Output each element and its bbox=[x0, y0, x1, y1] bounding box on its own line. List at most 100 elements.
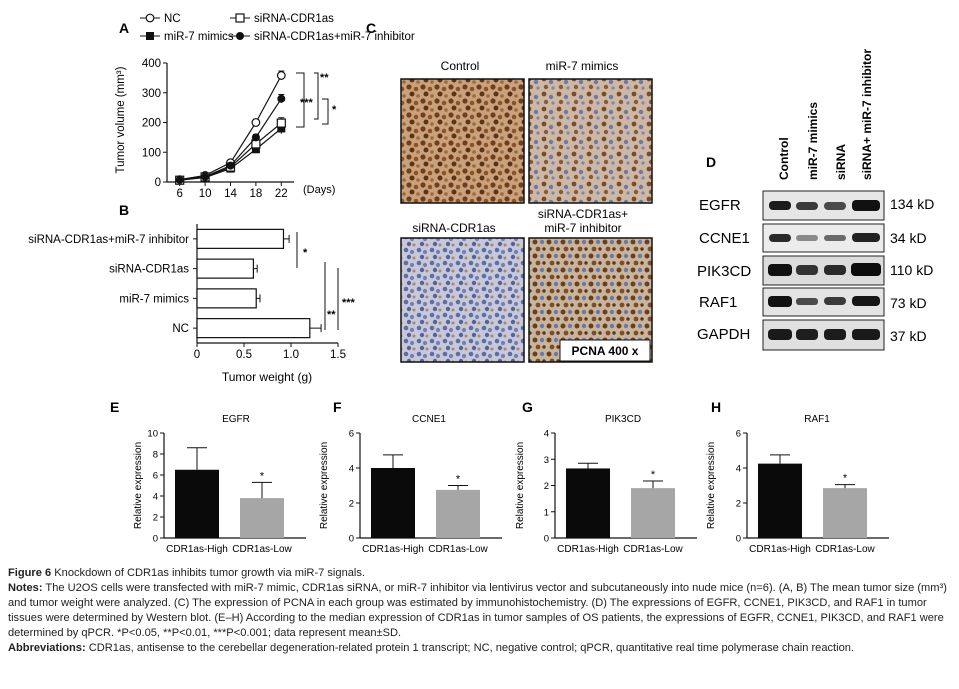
e-ytick-label: 8 bbox=[153, 450, 158, 461]
a-ytick-label: 200 bbox=[142, 118, 161, 130]
egfr-expression-chart: EGFR Relative expression 0 2 4 6 8 10 CDR1as-Hig… bbox=[133, 414, 306, 555]
g-category-label: CDR1as-Low bbox=[623, 544, 683, 555]
legend-nc: NC bbox=[140, 13, 181, 25]
notes-label: Notes: bbox=[8, 582, 43, 594]
sig-a-1: ** bbox=[320, 72, 329, 84]
wb-blot-raf1 bbox=[762, 287, 885, 317]
f-bar-low bbox=[436, 489, 480, 538]
wb-size-gapdh: 37 kD bbox=[890, 328, 927, 344]
ihc-image-control bbox=[400, 78, 525, 204]
e-category-label: CDR1as-High bbox=[166, 544, 228, 555]
wb-protein-ccne1: CCNE1 bbox=[699, 230, 750, 247]
g-ytick-label: 3 bbox=[544, 455, 549, 466]
figure-canvas: A NC miR-7 mimics siRNA-CDR1as siRNA- bbox=[28, 13, 934, 555]
h-ytick-label: 4 bbox=[736, 464, 741, 475]
panel-label-e: E bbox=[110, 399, 119, 415]
caption-title-line: Figure 6 Knockdown of CDR1as inhibits tu… bbox=[8, 566, 951, 581]
wb-blot-ccne1 bbox=[762, 223, 885, 253]
wb-blot-pik3cd bbox=[762, 255, 885, 286]
panel-label-c: C bbox=[366, 20, 376, 36]
legend-label-sirna: siRNA-CDR1as bbox=[254, 13, 334, 25]
b-bar bbox=[196, 288, 257, 309]
a-ytick-label: 100 bbox=[142, 147, 161, 159]
wb-protein-raf1: RAF1 bbox=[699, 294, 737, 311]
a-ytick-label: 0 bbox=[155, 177, 161, 189]
legend-mimics: miR-7 mimics bbox=[140, 31, 234, 43]
a-point-mimics bbox=[251, 145, 260, 154]
wb-size-ccne1: 34 kD bbox=[890, 230, 927, 246]
g-sig-star: * bbox=[651, 469, 656, 481]
b-category-label: siRNA-CDR1as bbox=[109, 264, 189, 276]
panel-c: C Control miR-7 mimics siRNA-CDR1as siRN… bbox=[366, 20, 653, 363]
pik3cd-expression-chart: PIK3CD Relative expression 0 1 2 3 4 CDR1as-Hig… bbox=[515, 414, 697, 555]
g-category-label: CDR1as-High bbox=[557, 544, 619, 555]
e-ytick-label: 6 bbox=[153, 471, 158, 482]
wb-protein-labels: EGFR CCNE1 PIK3CD RAF1 GAPDH bbox=[697, 197, 751, 343]
g-bar-low bbox=[631, 488, 675, 538]
wb-protein-egfr: EGFR bbox=[699, 197, 741, 214]
ihc-title-sirna-inhibitor-2: miR-7 inhibitor bbox=[544, 221, 621, 235]
wb-col-control: Control bbox=[777, 137, 791, 180]
e-ytick-label: 0 bbox=[153, 534, 158, 545]
e-sig-star: * bbox=[260, 470, 265, 482]
figure-caption: Figure 6 Knockdown of CDR1as inhibits tu… bbox=[8, 566, 951, 656]
wb-protein-gapdh: GAPDH bbox=[697, 326, 750, 343]
e-ytick-label: 4 bbox=[153, 492, 158, 503]
g-ytick-label: 2 bbox=[544, 481, 549, 492]
caption-notes: Notes: The U2OS cells were transfected w… bbox=[8, 581, 951, 641]
f-ylabel: Relative expression bbox=[319, 442, 330, 529]
a-xtick-label: 22 bbox=[275, 188, 288, 200]
raf1-expression-chart: RAF1 Relative expression 0 2 4 6 CDR1as-High CD… bbox=[706, 414, 889, 555]
abbreviations-text: CDR1as, antisense to the cerebellar dege… bbox=[88, 642, 855, 654]
f-category-label: CDR1as-High bbox=[362, 544, 424, 555]
a-point-sirna-inhibitor bbox=[251, 133, 260, 142]
f-ytick-label: 4 bbox=[349, 464, 354, 475]
wb-protein-pik3cd: PIK3CD bbox=[697, 263, 751, 280]
a-point-sirna-inhibitor bbox=[175, 175, 184, 184]
panel-a-ylabel: Tumor volume (mm³) bbox=[115, 66, 127, 173]
figure-title: Knockdown of CDR1as inhibits tumor growt… bbox=[54, 567, 365, 579]
a-point-nc bbox=[276, 71, 286, 80]
b-bar bbox=[196, 318, 311, 339]
e-chart-title: EGFR bbox=[222, 414, 250, 425]
g-ytick-label: 4 bbox=[544, 429, 549, 440]
a-xtick-label: 6 bbox=[176, 188, 182, 200]
figure-number: Figure 6 bbox=[8, 567, 52, 579]
a-ytick-label: 300 bbox=[142, 88, 161, 100]
b-xtick-label: 1.0 bbox=[283, 349, 299, 361]
panel-label-b: B bbox=[119, 202, 129, 218]
a-ytick-label: 400 bbox=[142, 58, 161, 70]
panel-a-significance bbox=[296, 72, 329, 128]
h-category-label: CDR1as-Low bbox=[815, 544, 875, 555]
f-bar-high bbox=[371, 468, 415, 538]
legend-sirna: siRNA-CDR1as bbox=[230, 13, 334, 25]
tumor-volume-chart: 0 100 200 300 400 6 10 14 18 22 bbox=[142, 58, 294, 200]
h-ytick-label: 2 bbox=[736, 499, 741, 510]
panel-label-a: A bbox=[119, 20, 129, 36]
panel-a-legend: NC miR-7 mimics siRNA-CDR1as siRNA-CDR1a… bbox=[140, 13, 415, 43]
wb-col-sirna-inhibitor: siRNA+ miR-7 inhibitor bbox=[860, 49, 874, 180]
wb-blot-egfr bbox=[762, 190, 885, 221]
sig-a-2: *** bbox=[300, 97, 314, 109]
f-ytick-label: 2 bbox=[349, 499, 354, 510]
a-xtick-label: 18 bbox=[250, 188, 263, 200]
panel-a: A NC miR-7 mimics siRNA-CDR1as siRNA- bbox=[115, 13, 415, 200]
g-ytick-label: 1 bbox=[544, 507, 549, 518]
a-point-nc bbox=[251, 118, 261, 127]
h-ylabel: Relative expression bbox=[706, 442, 717, 529]
wb-size-raf1: 73 kD bbox=[890, 295, 927, 311]
ihc-title-sirna: siRNA-CDR1as bbox=[412, 221, 495, 235]
g-ytick-label: 0 bbox=[544, 534, 549, 545]
f-ytick-label: 6 bbox=[349, 429, 354, 440]
ihc-title-control: Control bbox=[441, 59, 480, 73]
g-chart-title: PIK3CD bbox=[605, 414, 641, 425]
a-point-sirna bbox=[276, 118, 286, 128]
ihc-image-sirna bbox=[400, 237, 525, 363]
f-chart-title: CCNE1 bbox=[412, 414, 446, 425]
b-category-label: siRNA-CDR1as+miR-7 inhibitor bbox=[28, 234, 189, 246]
b-category-label: miR-7 mimics bbox=[119, 293, 189, 305]
wb-blot-gapdh bbox=[762, 319, 885, 351]
legend-label-nc: NC bbox=[164, 13, 181, 25]
wb-col-mimics: miR-7 mimics bbox=[806, 102, 820, 180]
panel-e: E EGFR Relative expression 0 2 4 6 8 10 CDR1as-H… bbox=[110, 399, 306, 555]
